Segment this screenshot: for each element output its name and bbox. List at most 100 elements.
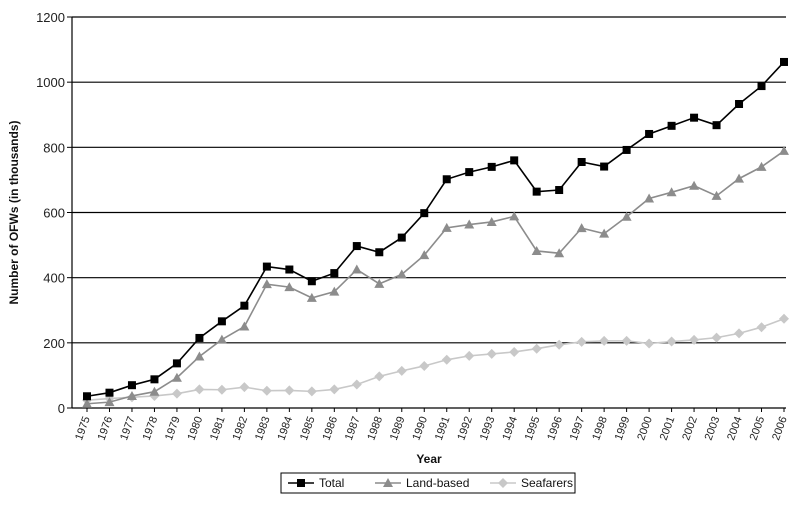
data-point-total: [465, 168, 474, 177]
data-point-total: [352, 242, 361, 251]
legend-item-land-based: Land-based: [375, 476, 469, 490]
data-point-seafarers: [531, 343, 542, 354]
data-point-seafarers: [621, 335, 632, 346]
data-point-total: [420, 209, 429, 218]
x-tick-label: 2004: [725, 415, 745, 442]
legend-item-total: Total: [288, 476, 344, 490]
x-tick-label: 1995: [523, 415, 543, 442]
x-tick-label: 1999: [613, 415, 633, 442]
data-point-seafarers: [666, 336, 677, 347]
data-point-seafarers: [396, 365, 407, 376]
data-point-land-based: [554, 248, 565, 258]
series-line-land-based: [86, 150, 785, 405]
series-total: [83, 57, 788, 401]
data-point-land-based: [464, 219, 475, 229]
data-point-seafarers: [441, 354, 452, 365]
x-tick-label: 1989: [388, 415, 408, 442]
data-point-land-based: [284, 282, 295, 292]
data-point-land-based: [126, 390, 137, 400]
grid-lines: [72, 16, 786, 344]
data-point-total: [690, 113, 699, 122]
data-point-total: [622, 145, 631, 154]
data-point-land-based: [82, 398, 92, 408]
data-point-land-based: [689, 180, 700, 190]
data-point-land-based: [351, 264, 362, 274]
data-point-seafarers: [554, 339, 565, 350]
legend-label: Seafarers: [521, 476, 573, 490]
data-point-total: [397, 233, 406, 242]
data-point-land-based: [779, 145, 789, 155]
data-point-land-based: [374, 278, 385, 288]
x-tick-label: 1980: [186, 415, 206, 442]
x-tick-label: 1978: [141, 415, 161, 442]
data-point-total: [712, 121, 721, 130]
data-point-seafarers: [509, 346, 520, 357]
legend-box: [280, 472, 576, 494]
data-point-total: [645, 129, 654, 138]
data-point-land-based: [306, 292, 317, 302]
data-point-total: [442, 175, 451, 184]
data-point-land-based: [261, 279, 272, 289]
legend-label: Land-based: [406, 476, 469, 490]
x-tick-label: 1985: [298, 415, 318, 442]
data-point-seafarers: [239, 382, 250, 393]
x-tick-label: 2003: [703, 415, 723, 442]
data-point-land-based: [149, 386, 160, 396]
data-point-total: [532, 187, 541, 196]
data-point-land-based: [576, 223, 587, 233]
data-point-land-based: [621, 211, 632, 221]
data-point-seafarers: [261, 385, 272, 396]
x-tick-label: 1987: [343, 415, 363, 442]
data-point-land-based: [419, 250, 430, 260]
data-point-seafarers: [419, 360, 430, 371]
data-point-seafarers: [374, 371, 385, 382]
data-point-seafarers: [711, 332, 722, 343]
y-tick-label: 600: [43, 206, 65, 221]
data-point-total: [83, 392, 91, 401]
x-tick-label: 1982: [231, 415, 251, 442]
data-point-total: [217, 317, 226, 326]
data-point-seafarers: [284, 385, 295, 396]
series-seafarers: [82, 313, 789, 406]
y-axis-title: Number of OFWs (in thousands): [7, 121, 21, 305]
data-point-total: [510, 156, 519, 165]
data-point-land-based: [711, 190, 722, 200]
y-tick-label: 1000: [36, 75, 65, 90]
data-point-total: [375, 248, 384, 257]
y-tick-label: 400: [43, 271, 65, 286]
data-point-seafarers: [329, 384, 340, 395]
legend-marker: [383, 478, 393, 487]
series-line-seafarers: [86, 317, 785, 401]
data-point-total: [600, 162, 609, 171]
data-point-land-based: [194, 351, 205, 361]
data-point-seafarers: [464, 350, 475, 361]
data-point-land-based: [666, 187, 677, 197]
x-tick-label: 2002: [680, 415, 700, 442]
x-tick-label: 1984: [276, 415, 296, 442]
data-point-seafarers: [351, 379, 362, 390]
data-point-land-based: [329, 286, 340, 296]
x-tick-label: 1977: [118, 415, 138, 442]
x-tick-label: 1988: [365, 415, 385, 442]
series-line-total: [86, 61, 785, 398]
data-point-seafarers: [689, 334, 700, 345]
data-point-land-based: [644, 193, 655, 203]
data-point-seafarers: [644, 338, 655, 349]
data-point-total: [127, 381, 136, 390]
x-tick-label: 1979: [163, 415, 183, 442]
data-point-seafarers: [599, 335, 610, 346]
x-tick-label: 1986: [320, 415, 340, 442]
data-point-total: [172, 359, 181, 368]
x-tick-label: 1998: [590, 415, 610, 442]
data-point-seafarers: [216, 384, 227, 395]
series-lines: [82, 57, 789, 408]
data-point-land-based: [441, 222, 452, 232]
data-point-land-based: [239, 321, 250, 331]
data-point-total: [105, 388, 114, 397]
data-point-total: [667, 121, 676, 130]
data-point-seafarers: [576, 336, 587, 347]
data-point-total: [285, 265, 294, 274]
x-axis-title: Year: [416, 452, 442, 466]
x-tick-label: 2001: [658, 415, 678, 442]
data-point-seafarers: [194, 384, 205, 395]
